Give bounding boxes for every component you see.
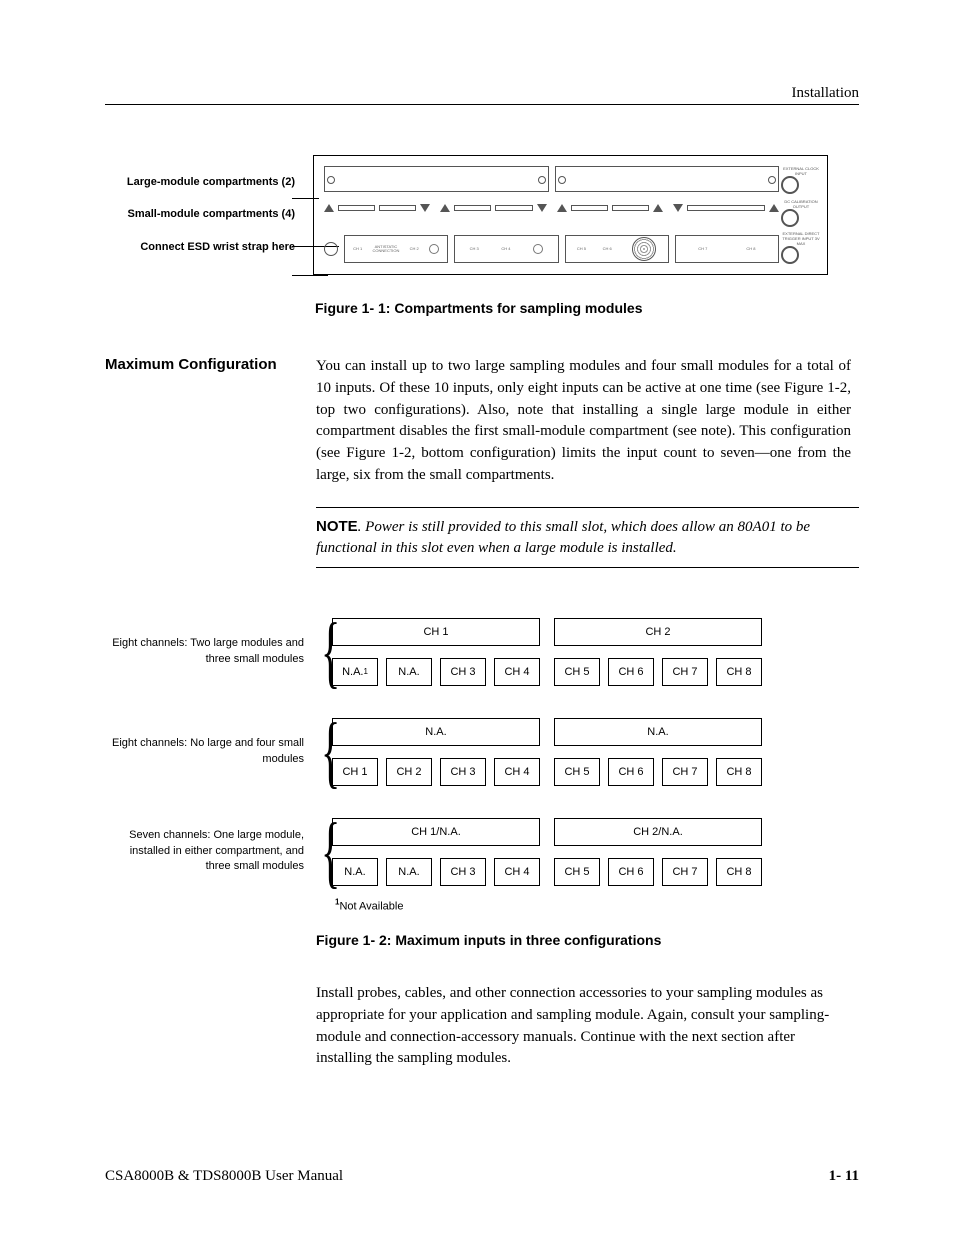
- slot-box: CH 4: [494, 858, 540, 886]
- figure-1-callouts: Large-module compartments (2) Small-modu…: [105, 155, 295, 272]
- slot-box: CH 7: [662, 858, 708, 886]
- slot-box: CH 2: [386, 758, 432, 786]
- config-label: Eight channels: No large and four small …: [105, 736, 310, 767]
- section-body: You can install up to two large sampling…: [316, 356, 851, 487]
- page-header: Installation: [105, 85, 859, 105]
- small-module-slot: CH 1 ANTISTATICCONNECTION CH 2: [344, 235, 448, 263]
- port-label: EXTERNAL CLOCK INPUT: [781, 166, 821, 176]
- config-label: Eight channels: Two large modules and th…: [105, 636, 310, 667]
- slot-box: N.A.: [332, 718, 540, 746]
- probe-power-icon: [632, 237, 656, 261]
- slot-box: CH 1/N.A.: [332, 818, 540, 846]
- callout-large-compartments: Large-module compartments (2): [105, 175, 295, 189]
- slot-box: CH 7: [662, 658, 708, 686]
- slot-box: CH 6: [608, 858, 654, 886]
- figure-2: Eight channels: Two large modules and th…: [105, 616, 859, 888]
- section-max-config: Maximum Configuration You can install up…: [105, 356, 859, 487]
- slot-box: N.A.: [386, 858, 432, 886]
- slot-box: CH 3: [440, 658, 486, 686]
- brace-icon: {: [321, 816, 332, 888]
- large-module-slot: [555, 166, 780, 192]
- large-module-row: [324, 166, 779, 192]
- note-text: . Power is still provided to this small …: [316, 519, 810, 556]
- slot-box: CH 3: [440, 858, 486, 886]
- slot-box: CH 5: [554, 758, 600, 786]
- note-label: NOTE: [316, 518, 358, 535]
- right-port-column: EXTERNAL CLOCK INPUT DC CALIBRATION OUTP…: [781, 166, 821, 264]
- port-label: EXTERNAL DIRECT TRIGGER INPUT 3V MAX: [781, 231, 821, 246]
- slot-box: CH 6: [608, 658, 654, 686]
- figure-2-footnote: 1Not Available: [335, 898, 859, 913]
- callout-small-compartments: Small-module compartments (4): [105, 207, 295, 221]
- small-module-slot: CH 5 CH 6: [565, 235, 669, 263]
- port-label: DC CALIBRATION OUTPUT: [781, 199, 821, 209]
- small-module-slot: CH 3 CH 4: [454, 235, 558, 263]
- slot-box: CH 3: [440, 758, 486, 786]
- brace-icon: {: [321, 716, 332, 788]
- slot-box: CH 8: [716, 758, 762, 786]
- small-module-row: CH 1 ANTISTATICCONNECTION CH 2 CH 3 CH 4…: [324, 234, 779, 264]
- config-row-2: Eight channels: No large and four small …: [105, 716, 859, 788]
- slot-box: N.A.: [554, 718, 762, 746]
- bnc-icon: [781, 176, 799, 194]
- config-row-1: Eight channels: Two large modules and th…: [105, 616, 859, 688]
- slot-box: CH 7: [662, 758, 708, 786]
- large-module-slot: [324, 166, 549, 192]
- slot-box: CH 2: [554, 618, 762, 646]
- section-title: Maximum Configuration: [105, 356, 290, 487]
- leader-line: [292, 275, 328, 276]
- connector-icon: [533, 244, 543, 254]
- closing-paragraph: Install probes, cables, and other connec…: [316, 983, 851, 1070]
- slot-box: CH 6: [608, 758, 654, 786]
- callout-esd: Connect ESD wrist strap here: [105, 240, 295, 254]
- slot-box: CH 1: [332, 618, 540, 646]
- small-module-slot: CH 7 CH 8: [675, 235, 779, 263]
- figure-2-caption: Figure 1- 2: Maximum inputs in three con…: [316, 932, 859, 948]
- mid-trim-row: [324, 202, 779, 214]
- bnc-icon: [781, 209, 799, 227]
- slot-box: CH 2/N.A.: [554, 818, 762, 846]
- brace-icon: {: [321, 616, 332, 688]
- esd-jack-icon: [324, 242, 338, 256]
- figure-1-caption: Figure 1- 1: Compartments for sampling m…: [315, 300, 859, 316]
- config-row-3: Seven channels: One large module, instal…: [105, 816, 859, 888]
- figure-1: Large-module compartments (2) Small-modu…: [315, 155, 859, 316]
- config-label: Seven channels: One large module, instal…: [105, 828, 310, 874]
- footer-page-number: 1- 11: [829, 1168, 859, 1185]
- bnc-icon: [781, 246, 799, 264]
- footer-manual-title: CSA8000B & TDS8000B User Manual: [105, 1168, 343, 1185]
- slot-box: CH 5: [554, 858, 600, 886]
- note-block: NOTE. Power is still provided to this sm…: [316, 507, 859, 568]
- connector-icon: [429, 244, 439, 254]
- slot-box: CH 8: [716, 858, 762, 886]
- instrument-panel: CH 1 ANTISTATICCONNECTION CH 2 CH 3 CH 4…: [313, 155, 828, 275]
- slot-box: CH 4: [494, 658, 540, 686]
- slot-box: CH 5: [554, 658, 600, 686]
- slot-box: CH 8: [716, 658, 762, 686]
- slot-box: CH 4: [494, 758, 540, 786]
- page-footer: CSA8000B & TDS8000B User Manual 1- 11: [105, 1168, 859, 1185]
- slot-box: N.A.: [386, 658, 432, 686]
